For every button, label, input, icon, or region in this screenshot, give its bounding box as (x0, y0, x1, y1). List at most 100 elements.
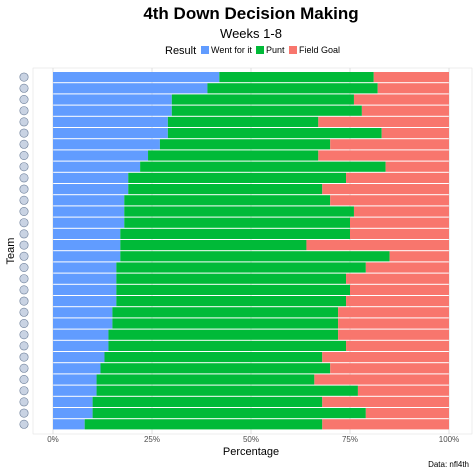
bar-went-for-it (53, 340, 109, 351)
bar-field-goal (346, 340, 449, 351)
bar-went-for-it (53, 217, 125, 228)
browns-icon (19, 285, 29, 295)
bar-field-goal (330, 139, 449, 150)
bars (53, 72, 449, 430)
bar-went-for-it (53, 139, 160, 150)
bar-punt (159, 139, 331, 150)
chart-title: 4th Down Decision Making (143, 4, 358, 23)
bar-went-for-it (53, 352, 105, 363)
bar-went-for-it (53, 116, 168, 127)
bar-punt (116, 273, 347, 284)
dolphins-icon (19, 173, 29, 183)
falcons-icon (19, 419, 29, 429)
chiefs-icon (19, 330, 29, 340)
bar-field-goal (353, 206, 449, 217)
bar-went-for-it (53, 94, 172, 105)
bar-punt (116, 284, 350, 295)
bar-went-for-it (53, 329, 109, 340)
seahawks-icon (19, 229, 29, 239)
chart-header: 4th Down Decision Making Weeks 1-8 (143, 4, 358, 41)
bar-punt (84, 419, 323, 430)
texans-icon (19, 296, 29, 306)
bar-went-for-it (53, 105, 172, 116)
x-tick-label: 100% (439, 435, 459, 444)
bar-field-goal (350, 284, 449, 295)
bar-went-for-it (53, 206, 125, 217)
bar-punt (108, 340, 347, 351)
bar-went-for-it (53, 284, 117, 295)
broncos-icon (19, 139, 29, 149)
rams-icon (19, 262, 29, 272)
legend-swatch-field-goal (289, 46, 297, 54)
bar-field-goal (389, 251, 449, 262)
bar-field-goal (346, 172, 449, 183)
bar-went-for-it (53, 72, 220, 83)
bar-punt (148, 150, 319, 161)
chart-caption: Data: nfl4th (428, 460, 469, 469)
bar-went-for-it (53, 296, 117, 307)
legend-label-field-goal: Field Goal (299, 45, 340, 55)
bar-field-goal (338, 329, 449, 340)
bar-field-goal (318, 150, 449, 161)
y-axis-title: Team (5, 238, 17, 265)
patriots-icon (19, 352, 29, 362)
bar-went-for-it (53, 150, 149, 161)
bar-punt (112, 318, 339, 329)
bar-punt (100, 363, 331, 374)
bar-field-goal (338, 318, 449, 329)
bar-punt (167, 116, 319, 127)
legend-label-went-for-it: Went for it (211, 45, 252, 55)
raiders-icon (19, 151, 29, 161)
bar-punt (207, 83, 378, 94)
bar-field-goal (346, 296, 449, 307)
bar-went-for-it (53, 251, 121, 262)
bar-punt (116, 262, 366, 273)
bar-punt (219, 72, 374, 83)
rams-icon (19, 386, 29, 396)
bar-punt (92, 408, 366, 419)
bar-punt (128, 184, 323, 195)
bar-punt (92, 396, 323, 407)
bar-field-goal (338, 307, 449, 318)
bar-field-goal (322, 396, 449, 407)
bar-went-for-it (53, 273, 117, 284)
bar-field-goal (377, 83, 449, 94)
chart-subtitle: Weeks 1-8 (220, 26, 282, 41)
bar-went-for-it (53, 318, 113, 329)
bar-punt (112, 307, 339, 318)
bar-went-for-it (53, 374, 97, 385)
broncos-icon (19, 307, 29, 317)
colts-icon (19, 72, 29, 82)
bar-punt (96, 374, 315, 385)
chargers-icon (19, 95, 29, 105)
x-tick-label: 75% (342, 435, 358, 444)
bar-went-for-it (53, 363, 101, 374)
bears-icon (19, 195, 29, 205)
bar-punt (120, 240, 307, 251)
bar-field-goal (381, 128, 449, 139)
bar-punt (167, 128, 382, 139)
bar-went-for-it (53, 128, 168, 139)
bar-went-for-it (53, 83, 208, 94)
legend-title: Result (165, 45, 196, 57)
bar-punt (124, 217, 350, 228)
x-tick-label: 0% (47, 435, 59, 444)
bar-went-for-it (53, 195, 125, 206)
bar-went-for-it (53, 184, 129, 195)
legend-swatch-punt (256, 46, 264, 54)
bar-field-goal (322, 419, 449, 430)
x-tick-label: 50% (243, 435, 259, 444)
bar-went-for-it (53, 419, 85, 430)
bar-field-goal (322, 352, 449, 363)
titans-icon (19, 218, 29, 228)
steelers-icon (19, 374, 29, 384)
legend-label-punt: Punt (266, 45, 285, 55)
bar-went-for-it (53, 396, 93, 407)
bar-went-for-it (53, 228, 121, 239)
jets-icon (19, 184, 29, 194)
commanders-icon (19, 240, 29, 250)
jaguars-icon (19, 106, 29, 116)
bills-icon (19, 117, 29, 127)
bar-field-goal (346, 273, 449, 284)
bar-field-goal (314, 374, 449, 385)
